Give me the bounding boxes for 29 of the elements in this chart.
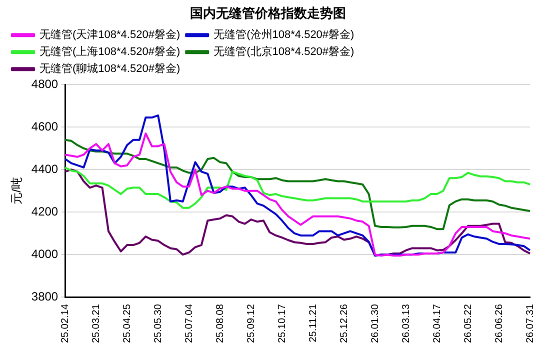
x-tick-label: 26.05.22 (462, 304, 474, 344)
legend-label: 无缝管(北京108*4.520#磐金) (214, 45, 354, 58)
y-tick-label: 4800 (31, 76, 58, 91)
chart-title: 国内无缝管价格指数走势图 (190, 5, 346, 20)
x-tick-label: 26.01.30 (370, 304, 381, 344)
x-tick-label: 25.10.17 (276, 304, 288, 344)
y-tick-label: 4000 (31, 246, 58, 261)
y-tick-label: 3800 (31, 289, 58, 304)
x-tick-label: 25.07.04 (184, 304, 195, 344)
x-tick-label: 25.02.14 (60, 304, 71, 344)
x-tick-label: 25.09.12 (246, 304, 257, 344)
legend-label: 无缝管(上海108*4.520#磐金) (40, 45, 180, 58)
y-axis-title: 元/吨 (10, 177, 24, 205)
x-tick-label: 25.11.21 (308, 304, 319, 342)
x-tick-label: 25.03.21 (90, 304, 102, 344)
x-tick-label: 25.05.30 (152, 304, 164, 344)
y-tick-label: 4400 (31, 162, 58, 176)
x-tick-label: 25.08.08 (214, 304, 226, 344)
x-tick-label: 26.03.13 (400, 304, 412, 344)
legend-label: 无缝管(天津108*4.520#磐金) (40, 28, 180, 42)
y-tick-label: 4200 (31, 204, 58, 218)
y-tick-label: 4600 (31, 119, 58, 134)
x-tick-label: 25.04.25 (122, 304, 133, 344)
x-tick-label: 26.04.17 (432, 304, 443, 344)
x-tick-label: 25.12.26 (338, 304, 350, 344)
x-tick-label: 26.07.31 (524, 304, 536, 344)
legend-label: 无缝管(沧州108*4.520#磐金) (214, 28, 354, 42)
x-tick-label: 26.06.26 (494, 304, 505, 344)
legend-label: 无缝管(聊城108*4.520#磐金) (40, 62, 180, 76)
